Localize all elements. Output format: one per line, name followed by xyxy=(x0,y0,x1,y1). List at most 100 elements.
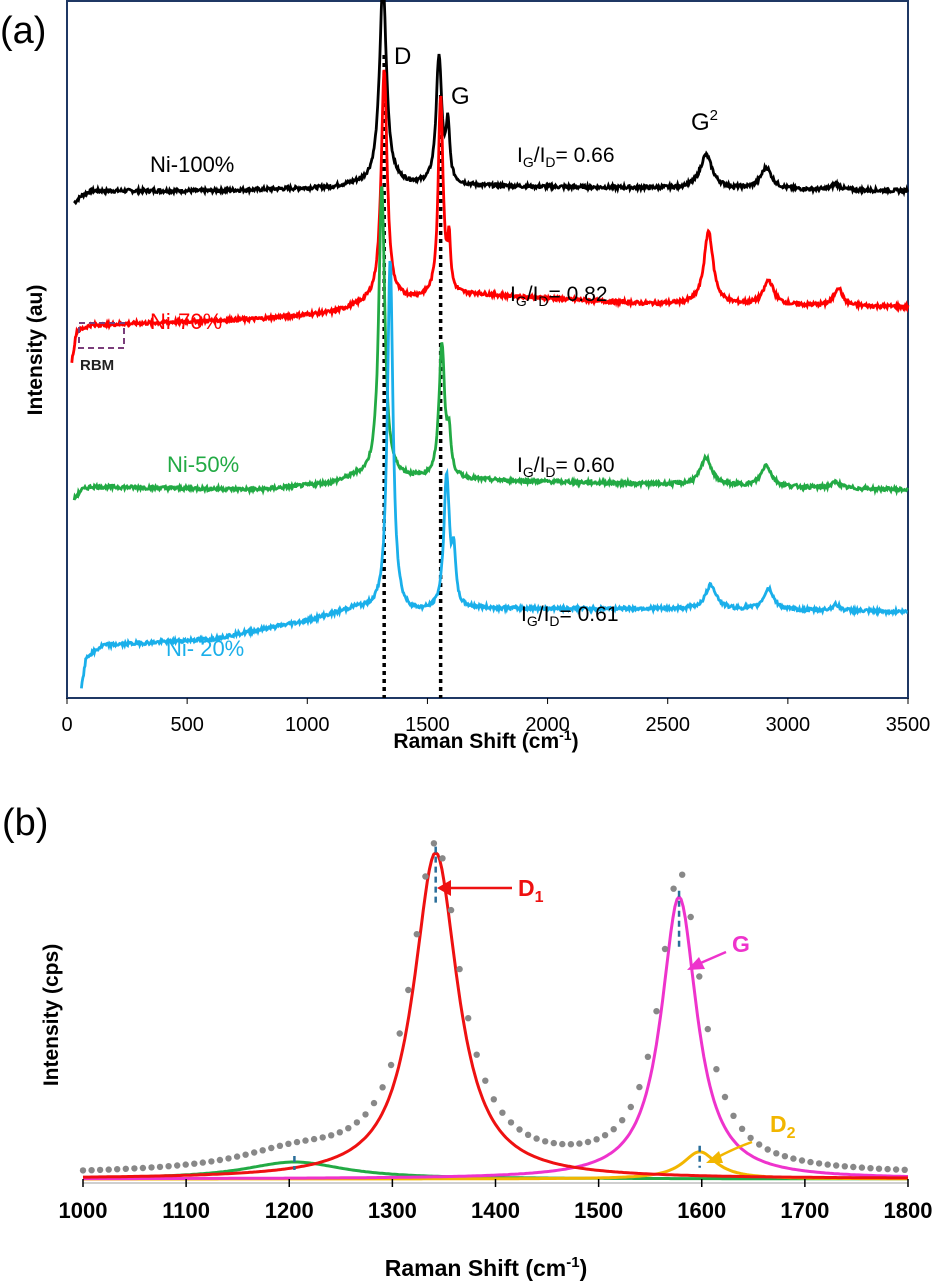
measured-point xyxy=(696,973,703,980)
measured-point xyxy=(345,1125,352,1132)
measured-point xyxy=(884,1165,891,1173)
measured-point xyxy=(730,1112,737,1120)
measured-point xyxy=(165,1163,172,1170)
measured-point xyxy=(593,1136,600,1143)
measured-point xyxy=(447,906,455,914)
measured-point xyxy=(225,1155,232,1162)
measured-point xyxy=(122,1165,129,1173)
measured-point xyxy=(576,1140,583,1147)
x-tick-label: 1800 xyxy=(884,1198,933,1223)
x-tick-label: 1200 xyxy=(265,1198,314,1223)
measured-point xyxy=(430,840,438,847)
series-name-label: Ni-50% xyxy=(167,452,239,477)
annotation-d1: D1 xyxy=(437,875,544,906)
measured-point xyxy=(105,1166,112,1173)
measured-point xyxy=(362,1111,369,1118)
measured-point xyxy=(524,1131,532,1139)
x-axis-title-a: Raman Shift (cm-1) xyxy=(393,727,578,753)
measured-point xyxy=(773,1150,780,1157)
y-axis-title-a: Intensity (au) xyxy=(24,285,47,416)
peak-label-g2: G2 xyxy=(691,107,718,136)
measured-point xyxy=(798,1157,806,1164)
measured-point xyxy=(550,1139,557,1147)
measured-point xyxy=(387,1061,395,1069)
measured-point xyxy=(259,1147,266,1154)
measured-point xyxy=(901,1166,908,1174)
measured-point xyxy=(319,1134,326,1141)
measured-point xyxy=(875,1165,883,1172)
measured-point xyxy=(687,913,694,921)
x-ticks-a: 0 500 1000 1500 2000 2500 3000 3500 xyxy=(61,698,930,736)
measured-point xyxy=(516,1126,523,1133)
measured-point xyxy=(584,1138,592,1146)
component-curve xyxy=(83,850,909,1180)
x-tick-label: 1700 xyxy=(780,1198,829,1223)
measured-point xyxy=(756,1141,763,1148)
measured-point xyxy=(747,1134,754,1142)
measured-points-b xyxy=(79,840,908,1174)
measured-point xyxy=(867,1165,874,1172)
measured-point xyxy=(704,1025,711,1033)
measured-point xyxy=(679,871,686,878)
series-line xyxy=(80,260,909,689)
panel-label-b: (b) xyxy=(2,802,48,844)
measured-point xyxy=(276,1142,284,1150)
measured-point xyxy=(96,1166,104,1174)
measured-point xyxy=(850,1163,857,1171)
measured-point xyxy=(456,965,463,973)
x-tick-label: 3500 xyxy=(886,714,931,736)
measured-point xyxy=(88,1167,95,1174)
reference-lines-a xyxy=(382,55,443,698)
measured-point xyxy=(815,1160,823,1167)
measured-point xyxy=(285,1140,292,1148)
measured-point xyxy=(114,1166,121,1173)
peak-label-g: G xyxy=(451,83,470,110)
rbm-box xyxy=(78,322,125,349)
measured-point xyxy=(379,1084,386,1091)
svg-text:D1: D1 xyxy=(518,875,544,906)
measured-point xyxy=(251,1149,258,1156)
measured-point xyxy=(208,1158,215,1165)
measured-point xyxy=(670,885,677,892)
y-axis-title-b: Intensity (cps) xyxy=(40,944,63,1086)
measured-point xyxy=(302,1137,309,1144)
component-curves-b xyxy=(82,850,909,1181)
measured-point xyxy=(293,1138,301,1146)
measured-point xyxy=(148,1164,155,1171)
measured-point xyxy=(542,1138,549,1145)
measured-point xyxy=(661,945,669,953)
measured-point xyxy=(199,1159,206,1166)
measured-point xyxy=(601,1132,609,1139)
x-tick-label: 1500 xyxy=(574,1198,623,1223)
measured-point xyxy=(533,1135,540,1142)
measured-point xyxy=(131,1165,138,1172)
measured-point xyxy=(567,1141,575,1148)
measured-point xyxy=(653,1008,660,1015)
series-group-a: Ni-100% IG/ID= 0.66 Ni-70% IG/ID= 0.82 Ni-50… xyxy=(70,0,910,689)
series-line xyxy=(70,69,910,363)
x-tick-label: 500 xyxy=(170,714,203,736)
measured-point xyxy=(824,1161,831,1168)
x-tick-label: 1400 xyxy=(471,1198,520,1223)
svg-text:D2: D2 xyxy=(770,1111,796,1142)
measured-point xyxy=(79,1167,87,1174)
measured-point xyxy=(713,1066,720,1073)
x-tick-label: 2000 xyxy=(525,714,570,736)
measured-point xyxy=(182,1161,189,1168)
panel-label-a: (a) xyxy=(0,10,46,52)
measured-point xyxy=(233,1153,241,1160)
measured-point xyxy=(644,1053,652,1061)
annotation-d2: D2 xyxy=(706,1111,796,1163)
measured-point xyxy=(764,1146,771,1153)
series-name-label: Ni-70% xyxy=(150,309,222,334)
ratio-label: IG/ID= 0.61 xyxy=(521,603,619,629)
measured-point xyxy=(559,1140,566,1148)
series-name-label: Ni-100% xyxy=(150,152,234,177)
measured-point xyxy=(396,1030,403,1037)
x-tick-label: 1000 xyxy=(59,1198,108,1223)
x-tick-label: 1500 xyxy=(405,714,450,736)
measured-point xyxy=(738,1125,746,1133)
measured-point xyxy=(627,1103,634,1111)
measured-point xyxy=(422,873,429,880)
